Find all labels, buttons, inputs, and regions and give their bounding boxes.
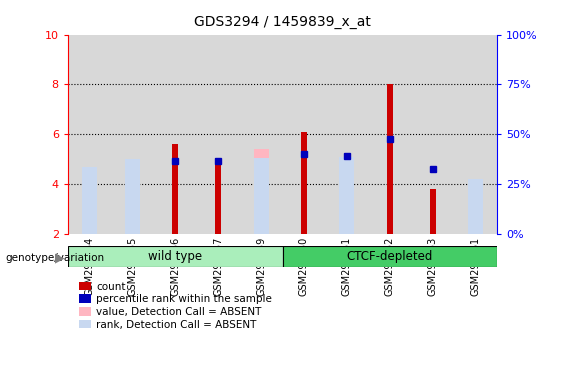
Bar <box>325 35 368 234</box>
Bar <box>125 159 140 234</box>
Bar <box>111 35 154 234</box>
Bar <box>172 144 179 234</box>
FancyBboxPatch shape <box>68 246 282 267</box>
FancyBboxPatch shape <box>282 246 497 267</box>
Text: ▶: ▶ <box>55 252 65 265</box>
Bar <box>125 159 140 234</box>
Bar <box>386 84 393 234</box>
Bar <box>154 35 197 234</box>
Bar <box>368 35 411 234</box>
Bar <box>68 35 111 234</box>
Bar <box>301 132 307 234</box>
Bar <box>82 174 97 234</box>
Bar <box>340 159 354 234</box>
Bar <box>454 35 497 234</box>
Bar <box>197 35 240 234</box>
Bar <box>468 179 483 234</box>
Text: CTCF-depleted: CTCF-depleted <box>347 250 433 263</box>
Bar <box>240 35 282 234</box>
Bar <box>429 189 436 234</box>
Bar <box>254 158 268 234</box>
Bar <box>215 158 221 234</box>
Bar <box>254 149 268 234</box>
Text: genotype/variation: genotype/variation <box>6 253 105 263</box>
Bar <box>282 35 325 234</box>
Bar <box>340 157 354 234</box>
Text: wild type: wild type <box>148 250 202 263</box>
Bar <box>468 224 483 234</box>
Bar <box>82 167 97 234</box>
Bar <box>411 35 454 234</box>
Title: GDS3294 / 1459839_x_at: GDS3294 / 1459839_x_at <box>194 15 371 29</box>
Legend: count, percentile rank within the sample, value, Detection Call = ABSENT, rank, : count, percentile rank within the sample… <box>79 282 272 329</box>
